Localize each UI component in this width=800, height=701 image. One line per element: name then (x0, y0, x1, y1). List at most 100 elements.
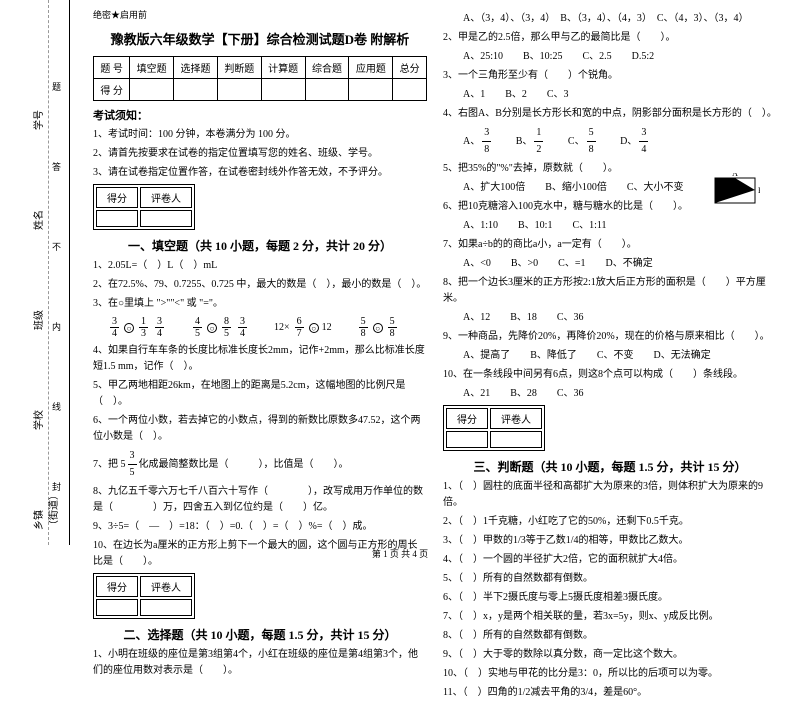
column-left: 绝密★启用前 豫教版六年级数学【下册】综合检测试题D卷 附解析 题 号 填空题 … (85, 8, 435, 537)
margin-class-label: 班级 (30, 310, 45, 330)
rectangle-diagram: A B (710, 173, 760, 213)
q3-11: 11、（ ）四角的1/2减去平角的3/4，差是60°。 (443, 685, 777, 701)
diagram-svg: A B (710, 173, 760, 208)
q3-5: 5、（ ）所有的自然数都有倒数。 (443, 571, 777, 587)
seal-char-1: 封 (52, 480, 61, 493)
content-area: 绝密★启用前 豫教版六年级数学【下册】综合检测试题D卷 附解析 题 号 填空题 … (70, 0, 800, 545)
seal-char-6: 题 (52, 80, 61, 93)
q2-3: 3、一个三角形至少有（ ）个锐角。 (443, 68, 777, 84)
q2-8: 8、把一个边长3厘米的正方形按2:1放大后正方形的面积是（ ）平方厘米。 (443, 275, 777, 307)
diagram-label-b: B (758, 186, 760, 195)
page-container: 乡镇（街道） 学校 班级 姓名 学号 封 线 内 不 答 题 绝密★启用前 豫教… (0, 0, 800, 545)
q3-7: 7、（ ）x，y是两个相关联的量，若3x=5y，则x、y成反比例。 (443, 609, 777, 625)
q1-7-pre: 7、把 (93, 459, 121, 470)
dashed-fold-line (48, 0, 49, 545)
column-right: A、（3，4）、（3，4） B、（3，4）、（4，3） C、（4，3）、（3，4… (435, 8, 785, 537)
page-footer: 第 1 页 共 4 页 (0, 547, 800, 560)
notice-3: 3、请在试卷指定位置作答，在试卷密封线外作答无效，不予评分。 (93, 165, 427, 181)
q1-4: 4、如果自行车车条的长度比标准长度长2mm，记作+2mm，那么比标准长度短1.5… (93, 343, 427, 375)
q1-8: 8、九亿五千零六万七千八百六十写作（ ），改写成用万作单位的数是（ ）万，四舍五… (93, 484, 427, 516)
section-3-title: 三、判断题（共 10 小题，每题 1.5 分，共计 15 分） (443, 458, 777, 475)
q2-2-options: A、25:10 B、10:25 C、2.5 D.5:2 (463, 49, 777, 65)
margin-school-label: 学校 (30, 410, 45, 430)
score-cell[interactable] (305, 79, 349, 101)
q2-3-options: A、1 B、2 C、3 (463, 87, 777, 103)
grade-box-1: 得分评卷人 (93, 184, 195, 230)
seal-char-5: 答 (52, 160, 61, 173)
q3-6: 6、（ ）半下2摄氏度与零上5摄氏度相差3摄氏度。 (443, 590, 777, 606)
opt-d: D、 (620, 136, 637, 147)
q2-9-options: A、提高了 B、降低了 C、不变 D、无法确定 (463, 348, 777, 364)
q3-1: 1、（ ）圆柱的底面半径和高都扩大为原来的3倍，则体积扩大为原来的9倍。 (443, 479, 777, 511)
grade-reviewer-label: 评卷人 (490, 408, 542, 429)
score-cell[interactable] (261, 79, 305, 101)
q1-9: 9、3÷5=（ — ）=18：（ ）=0.（ ）=（ ）%=（ ）成。 (93, 519, 427, 535)
th-7: 总分 (393, 57, 427, 79)
seal-char-2: 线 (52, 400, 61, 413)
score-cell[interactable] (217, 79, 261, 101)
opt-b: B、 (516, 136, 533, 147)
q1-7-post: 化成最简整数比是（ ），比值是（ ）。 (139, 459, 349, 470)
grade-cell[interactable] (446, 431, 488, 448)
q2-7: 7、如果a÷b的的商比a小，a一定有（ ）。 (443, 237, 777, 253)
th-6: 应用题 (349, 57, 393, 79)
q2-4: 4、右图A、B分别是长方形长和宽的中点，阴影部分面积是长方形的（ ）。 (443, 106, 777, 122)
score-header-row: 题 号 填空题 选择题 判断题 计算题 综合题 应用题 总分 (94, 57, 427, 79)
section-1-title: 一、填空题（共 10 小题，每题 2 分，共计 20 分） (93, 237, 427, 254)
notice-2: 2、请首先按要求在试卷的指定位置填写您的姓名、班级、学号。 (93, 146, 427, 162)
score-cell[interactable] (174, 79, 218, 101)
th-5: 综合题 (305, 57, 349, 79)
score-cell[interactable] (130, 79, 174, 101)
opt-c: C、 (568, 136, 585, 147)
th-3: 判断题 (217, 57, 261, 79)
diagram-label-a: A (732, 173, 738, 178)
q2-1: 1、小明在班级的座位是第3组第4个，小红在班级的座位是第4组第3个，他们的座位用… (93, 647, 427, 679)
fraction-compare-row: 34○1334 45○8534 12×67○12 58○58 (108, 316, 427, 339)
score-cell[interactable] (393, 79, 427, 101)
q2-6-options: A、1:10 B、10:1 C、1:11 (463, 218, 777, 234)
q2-1-options: A、（3，4）、（3，4） B、（3，4）、（4，3） C、（4，3）、（3，4… (463, 11, 777, 27)
q1-7: 7、把 535化成最简整数比是（ ），比值是（ ）。 (93, 448, 427, 481)
q2-2: 2、甲是乙的2.5倍，那么甲与乙的最简比是（ ）。 (443, 30, 777, 46)
th-2: 选择题 (174, 57, 218, 79)
grade-score-label: 得分 (446, 408, 488, 429)
grade-cell[interactable] (140, 599, 192, 616)
q2-8-options: A、12 B、18 C、36 (463, 310, 777, 326)
notice-1: 1、考试时间：100 分钟，本卷满分为 100 分。 (93, 127, 427, 143)
section-2-title: 二、选择题（共 10 小题，每题 1.5 分，共计 15 分） (93, 626, 427, 643)
grade-cell[interactable] (96, 599, 138, 616)
th-0: 题 号 (94, 57, 130, 79)
grade-cell[interactable] (96, 210, 138, 227)
score-cell[interactable] (349, 79, 393, 101)
seal-char-4: 不 (52, 240, 61, 253)
frac-compare-3: 12×67○12 (274, 316, 332, 339)
frac-compare-4: 58○58 (357, 316, 399, 339)
q2-9: 9、一种商品，先降价20%，再降价20%，现在的价格与原来相比（ ）。 (443, 329, 777, 345)
margin-id-label: 学号 (30, 110, 45, 130)
score-table: 题 号 填空题 选择题 判断题 计算题 综合题 应用题 总分 得 分 (93, 56, 427, 101)
grade-reviewer-label: 评卷人 (140, 576, 192, 597)
q2-4-options: A、38 B、12 C、58 D、34 (463, 125, 777, 158)
q1-2: 2、在72.5%、79、0.7255、0.725 中，最大的数是（ ），最小的数… (93, 277, 427, 293)
q3-10: 10、（ ）实地与甲花的比分是3：0，所以比的后项可以为零。 (443, 666, 777, 682)
grade-reviewer-label: 评卷人 (140, 187, 192, 208)
grade-score-label: 得分 (96, 187, 138, 208)
notice-heading: 考试须知： (93, 107, 427, 123)
grade-cell[interactable] (140, 210, 192, 227)
grade-score-label: 得分 (96, 576, 138, 597)
q2-7-options: A、<0 B、>0 C、=1 D、不确定 (463, 256, 777, 272)
q3-2: 2、（ ）1千克糖，小红吃了它的50%，还剩下0.5千克。 (443, 514, 777, 530)
grade-box-3: 得分评卷人 (443, 405, 545, 451)
q3-9: 9、（ ）大于零的数除以真分数，商一定比这个数大。 (443, 647, 777, 663)
th-1: 填空题 (130, 57, 174, 79)
binding-margin: 乡镇（街道） 学校 班级 姓名 学号 封 线 内 不 答 题 (0, 0, 70, 545)
score-row-label: 得 分 (94, 79, 130, 101)
margin-name-label: 姓名 (30, 210, 45, 230)
grade-cell[interactable] (490, 431, 542, 448)
frac-compare-1: 34○1334 (108, 316, 166, 339)
score-value-row: 得 分 (94, 79, 427, 101)
q1-6: 6、一个两位小数，若去掉它的小数点，得到的新数比原数多47.52，这个两位小数是… (93, 413, 427, 445)
grade-box-2: 得分评卷人 (93, 573, 195, 619)
seal-char-3: 内 (52, 320, 61, 333)
q1-1: 1、2.05L=（ ）L（ ）mL (93, 258, 427, 274)
